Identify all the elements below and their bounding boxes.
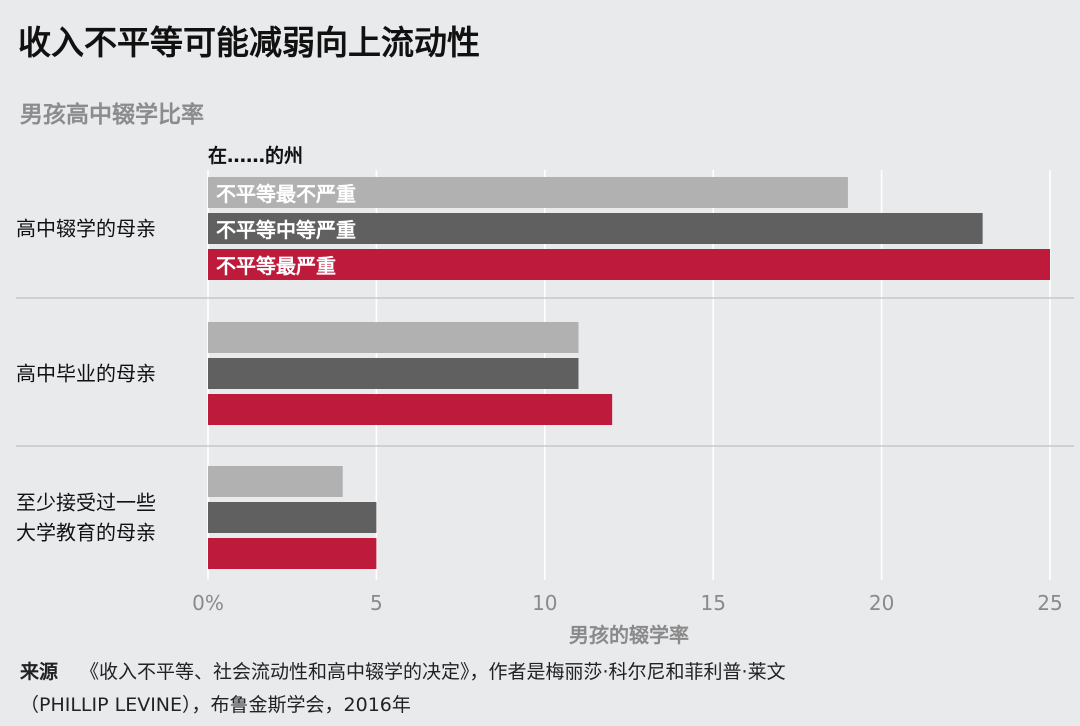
category-label-3-2: 大学教育的母亲 bbox=[16, 521, 156, 545]
bar-3-3 bbox=[208, 538, 377, 569]
series-label-1: 不平等最不严重 bbox=[216, 182, 356, 206]
source-note: 来源 《收入不平等、社会流动性和高中辍学的决定》，作者是梅丽莎·科尔尼和菲利普·莱… bbox=[20, 656, 1060, 722]
bar-3-2 bbox=[208, 502, 377, 533]
series-label-3: 不平等最严重 bbox=[216, 254, 336, 278]
x-tick-label-20: 20 bbox=[869, 591, 894, 615]
x-tick-label-0: 0% bbox=[192, 591, 224, 615]
source-line-2: （PHILLIP LEVINE），布鲁金斯学会，2016年 bbox=[20, 694, 411, 716]
chart-subtitle: 男孩高中辍学比率 bbox=[20, 102, 204, 128]
bar-2-3 bbox=[208, 394, 613, 425]
bar-1-3 bbox=[208, 249, 1050, 280]
bar-2-1 bbox=[208, 322, 579, 353]
category-label-1: 高中辍学的母亲 bbox=[16, 217, 156, 241]
series-label-2: 不平等中等严重 bbox=[216, 218, 356, 242]
chart-title: 收入不平等可能减弱向上流动性 bbox=[18, 23, 480, 62]
bar-1-2 bbox=[208, 213, 983, 244]
category-label-2: 高中毕业的母亲 bbox=[16, 362, 156, 386]
bar-1-1 bbox=[208, 177, 848, 208]
source-label: 来源 bbox=[20, 661, 59, 683]
bar-2-2 bbox=[208, 358, 579, 389]
bar-3-1 bbox=[208, 466, 343, 497]
x-tick-label-25: 25 bbox=[1037, 591, 1062, 615]
x-tick-label-5: 5 bbox=[370, 591, 383, 615]
x-axis-label: 男孩的辍学率 bbox=[569, 623, 689, 647]
legend-title: 在……的州 bbox=[208, 144, 303, 167]
x-tick-label-15: 15 bbox=[700, 591, 725, 615]
x-tick-label-10: 10 bbox=[532, 591, 557, 615]
source-line-1: 《收入不平等、社会流动性和高中辍学的决定》，作者是梅丽莎·科尔尼和菲利普·莱文 bbox=[80, 661, 786, 683]
category-label-3-1: 至少接受过一些 bbox=[16, 491, 156, 515]
